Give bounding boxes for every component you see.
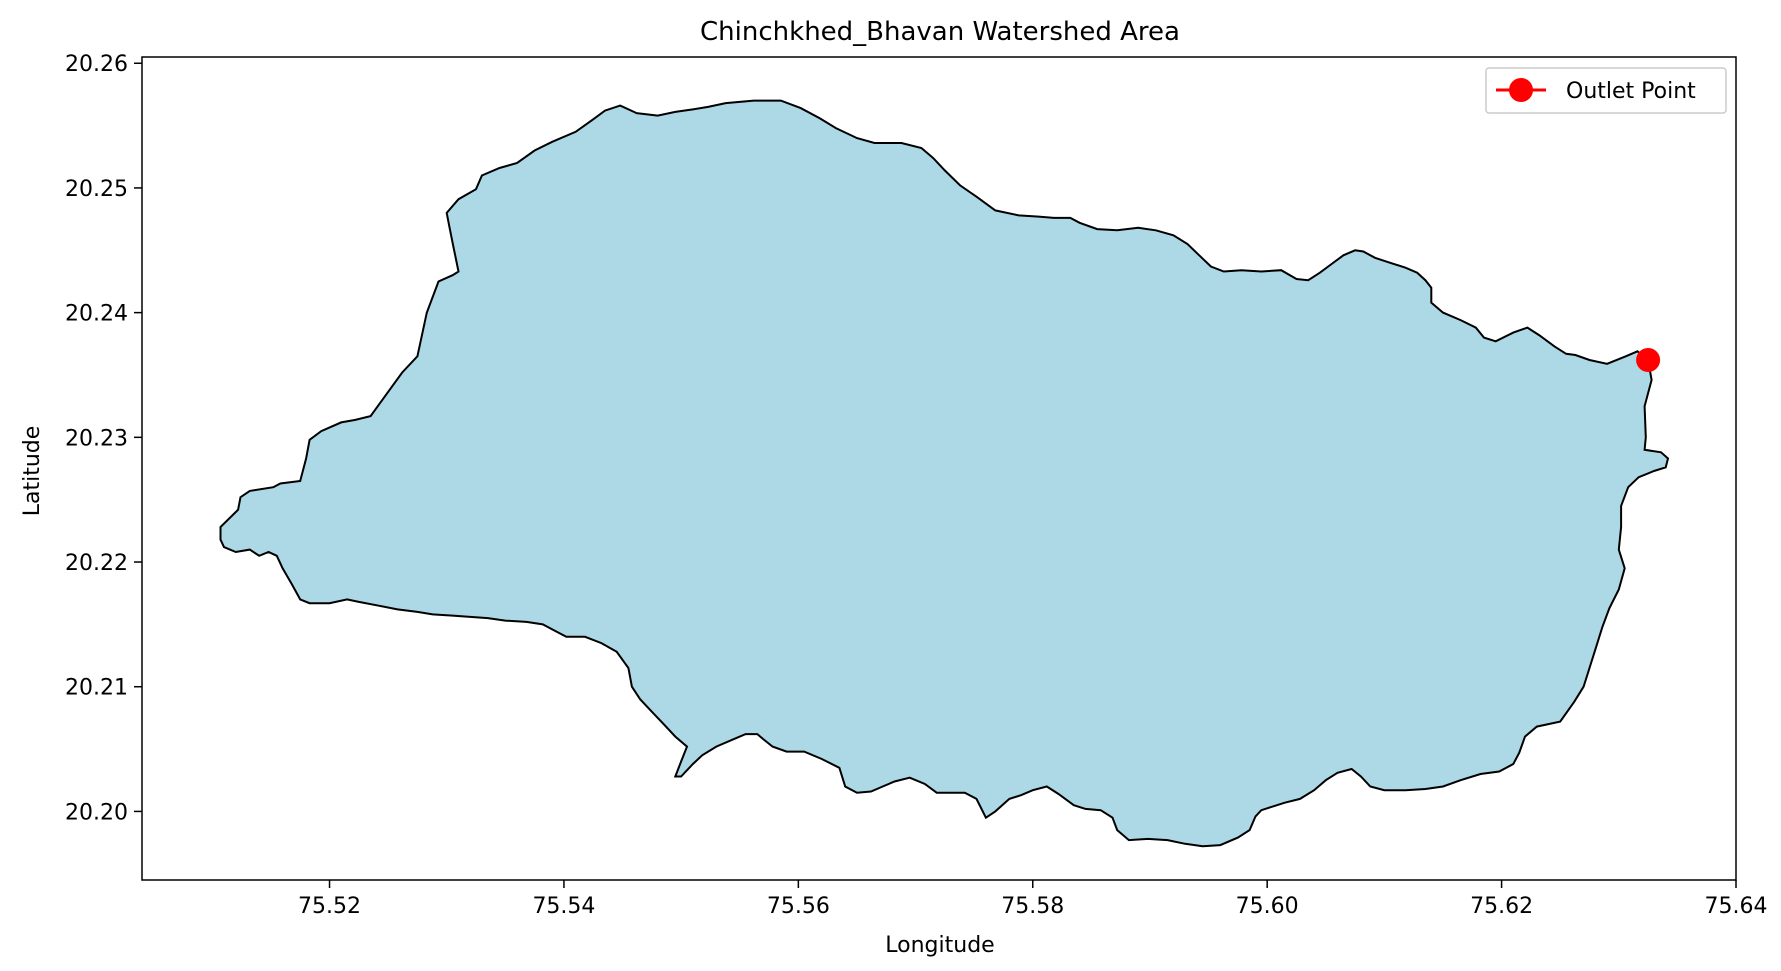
outlet-point-marker: [1636, 348, 1661, 373]
x-tick-label: 75.60: [1236, 894, 1299, 919]
y-tick-label: 20.20: [65, 800, 128, 825]
x-tick-label: 75.58: [1001, 894, 1064, 919]
x-tick-label: 75.64: [1705, 894, 1768, 919]
axes-frame: [141, 56, 1737, 881]
x-tick-label: 75.62: [1470, 894, 1533, 919]
x-axis-title: Longitude: [885, 933, 994, 958]
x-tick-label: 75.56: [767, 894, 830, 919]
legend-outlet-marker: [1509, 78, 1533, 102]
x-tick-label: 75.54: [532, 894, 595, 919]
y-tick-label: 20.23: [65, 426, 128, 451]
y-tick-label: 20.24: [65, 302, 128, 327]
y-tick-label: 20.26: [65, 52, 128, 77]
plot-area: [219, 99, 1670, 848]
y-tick-label: 20.22: [65, 551, 128, 576]
axes: 75.52 75.54 75.56 75.58 75.60 75.62 75.64 20.20…: [65, 52, 1767, 919]
y-axis-title: Latitude: [20, 426, 45, 517]
legend-label-outlet: Outlet Point: [1566, 79, 1696, 104]
watershed-polygon: [219, 99, 1670, 848]
y-tick-label: 20.21: [65, 676, 128, 701]
legend-box: [1485, 67, 1727, 114]
y-tick-label: 20.25: [65, 177, 128, 202]
chart-title: Chinchkhed_Bhavan Watershed Area: [700, 17, 1180, 47]
x-tick-label: 75.52: [298, 894, 361, 919]
legend: Outlet Point: [1485, 67, 1727, 114]
